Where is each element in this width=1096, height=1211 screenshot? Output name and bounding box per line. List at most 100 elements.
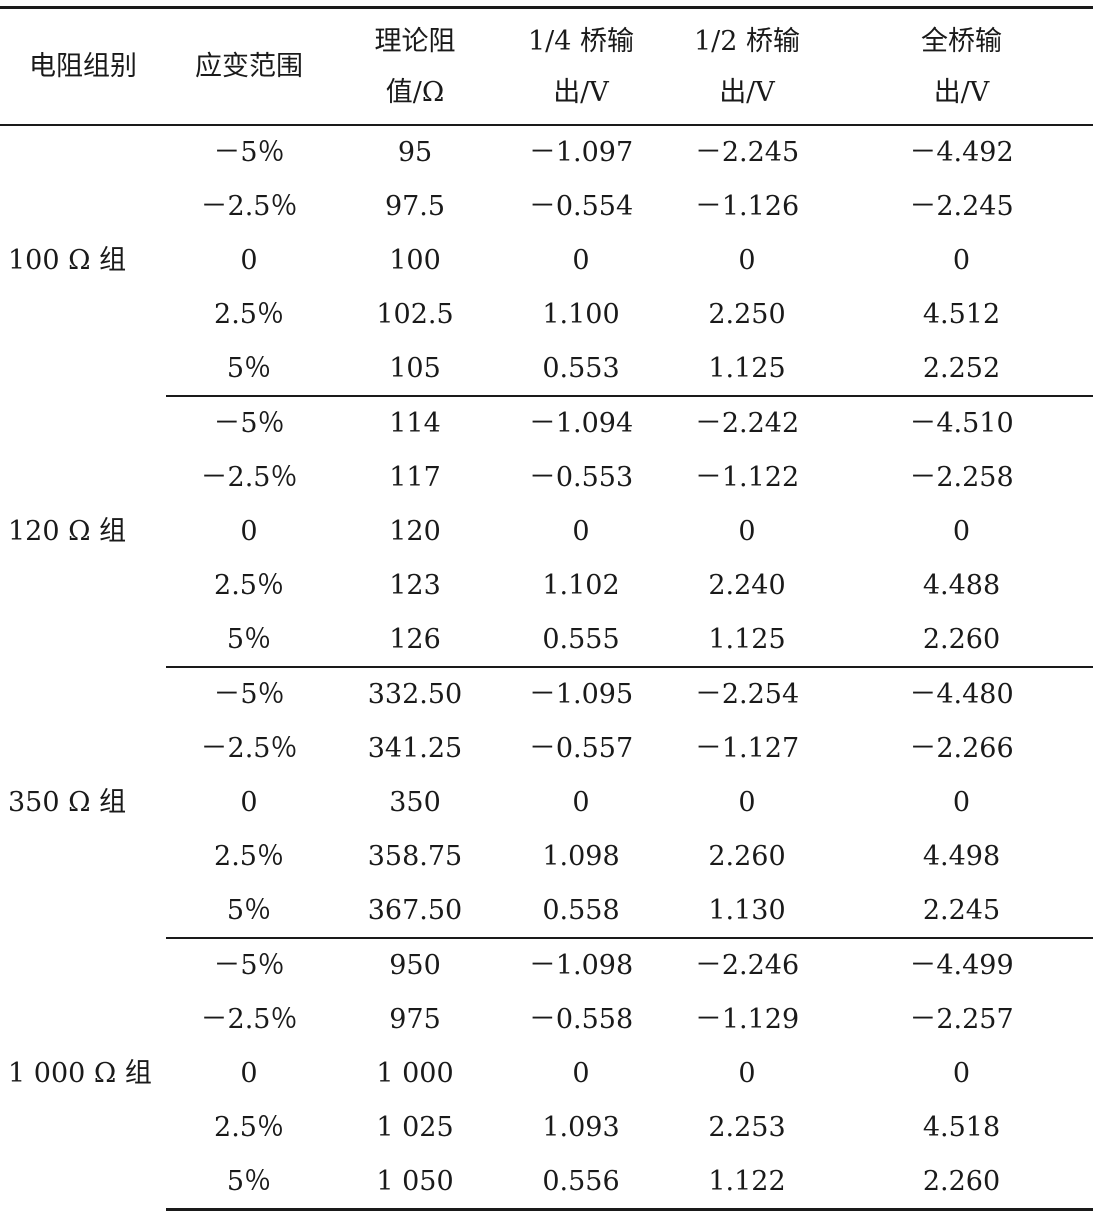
resistor-group-cell: 120 Ω 组 <box>8 515 127 547</box>
full-bridge-output-cell: －2.266 <box>909 733 1014 765</box>
theoretical-resistance-cell: 126 <box>332 612 498 668</box>
full-bridge-output-cell: 2.260 <box>830 1154 1093 1211</box>
half-bridge-output-cell: －1.129 <box>694 1004 800 1036</box>
strain-range-cell: －2.5％ <box>200 191 298 223</box>
table-row: 2.5％ 1 025 1.093 2.253 4.518 <box>0 1100 1093 1154</box>
strain-range-cell: －2.5％ <box>200 733 298 765</box>
header-full-bridge: 全桥输 出/V <box>830 8 1093 126</box>
table-row: 0 1 000 0 0 0 <box>0 1047 1093 1101</box>
table-row: 100 Ω 组 －5％ 95 －1.097 －2.245 －4.492 <box>0 125 1093 274</box>
strain-range-cell: 0 <box>240 1057 258 1089</box>
half-bridge-output-cell: －2.242 <box>694 408 800 440</box>
header-resistor-group: 电阻组别 <box>0 8 166 126</box>
half-bridge-output-cell: 1.125 <box>664 612 830 668</box>
strain-range-cell: 5％ <box>166 341 332 397</box>
half-bridge-output-cell: 2.250 <box>708 298 786 330</box>
full-bridge-output-cell: 4.512 <box>922 298 1001 330</box>
strain-range-cell: 5％ <box>166 612 332 668</box>
table-row: 0 350 0 0 0 <box>0 776 1093 830</box>
theoretical-resistance-cell: 114 <box>389 408 441 440</box>
quarter-bridge-output-cell: －1.094 <box>528 408 634 440</box>
table-row: 5％ 367.50 0.558 1.130 2.245 <box>0 883 1093 939</box>
strain-range-cell: 0 <box>240 244 258 276</box>
quarter-bridge-output-cell: 0 <box>572 515 590 547</box>
theoretical-resistance-cell: 1 025 <box>376 1111 454 1143</box>
header-resistor-group-label: 电阻组别 <box>29 51 137 82</box>
half-bridge-output-cell: 0 <box>738 1057 756 1089</box>
header-theoretical-resistance-line1: 理论阻 <box>374 25 456 57</box>
half-bridge-output-cell: 1.130 <box>664 883 830 939</box>
half-bridge-output-cell: －1.126 <box>694 191 800 223</box>
full-bridge-output-cell: 2.245 <box>830 883 1093 939</box>
header-row: 电阻组别 应变范围 理论阻 值/Ω 1/4 桥输 出/V 1/2 桥输 出/V <box>0 7 1093 126</box>
theoretical-resistance-cell: 1 000 <box>376 1057 454 1089</box>
resistor-group-cell: 100 Ω 组 <box>8 245 127 277</box>
quarter-bridge-output-cell: 0.553 <box>498 341 664 397</box>
quarter-bridge-output-cell: 1.098 <box>542 840 620 872</box>
table-row: 2.5％ 123 1.102 2.240 4.488 <box>0 558 1093 612</box>
strain-range-cell: －5％ <box>213 950 285 982</box>
table-row: 0 100 0 0 0 <box>0 234 1093 288</box>
header-half-bridge: 1/2 桥输 出/V <box>664 8 830 126</box>
header-quarter-bridge: 1/4 桥输 出/V <box>498 8 664 126</box>
strain-range-cell: 5％ <box>166 883 332 939</box>
full-bridge-output-cell: 0 <box>952 244 971 276</box>
strain-range-cell: 2.5％ <box>214 569 284 601</box>
theoretical-resistance-cell: 97.5 <box>384 191 446 223</box>
half-bridge-output-cell: 2.240 <box>708 569 786 601</box>
theoretical-resistance-cell: 120 <box>389 515 441 547</box>
half-bridge-output-cell: 0 <box>738 244 756 276</box>
full-bridge-output-cell: 4.498 <box>922 840 1001 872</box>
quarter-bridge-output-cell: 0 <box>572 1057 590 1089</box>
header-half-bridge-line2: 出/V <box>719 76 775 108</box>
theoretical-resistance-cell: 367.50 <box>332 883 498 939</box>
table-row: 1 000 Ω 组 －5％ 950 －1.098 －2.246 －4.499 <box>0 938 1093 1087</box>
half-bridge-output-cell: 2.253 <box>708 1111 786 1143</box>
quarter-bridge-output-cell: －1.097 <box>528 137 634 169</box>
strain-range-cell: 2.5％ <box>214 298 284 330</box>
header-theoretical-resistance: 理论阻 值/Ω <box>332 8 498 126</box>
theoretical-resistance-cell: 95 <box>397 137 433 169</box>
table-row: －2.5％ 117 －0.553 －1.122 －2.258 <box>0 451 1093 505</box>
half-bridge-output-cell: 0 <box>738 515 756 547</box>
full-bridge-output-cell: 2.260 <box>830 612 1093 668</box>
full-bridge-output-cell: 0 <box>952 515 971 547</box>
strain-range-cell: 0 <box>240 515 258 547</box>
header-full-bridge-line1: 全桥输 <box>921 25 1002 57</box>
table-row: 2.5％ 358.75 1.098 2.260 4.498 <box>0 829 1093 883</box>
full-bridge-output-cell: －4.480 <box>909 679 1014 711</box>
strain-range-cell: 5％ <box>166 1154 332 1211</box>
header-full-bridge-line2: 出/V <box>933 76 990 108</box>
full-bridge-output-cell: －4.510 <box>909 408 1014 440</box>
quarter-bridge-output-cell: 1.093 <box>542 1111 620 1143</box>
theoretical-resistance-cell: 332.50 <box>367 679 463 711</box>
theoretical-resistance-cell: 117 <box>389 462 441 494</box>
half-bridge-output-cell: 2.260 <box>708 840 786 872</box>
theoretical-resistance-cell: 1 050 <box>332 1154 498 1211</box>
full-bridge-output-cell: 0 <box>952 786 971 818</box>
header-strain-range: 应变范围 <box>166 8 332 126</box>
table-row: 2.5％ 102.5 1.100 2.250 4.512 <box>0 287 1093 341</box>
theoretical-resistance-cell: 102.5 <box>376 298 454 330</box>
quarter-bridge-output-cell: 1.100 <box>542 298 620 330</box>
quarter-bridge-output-cell: 0.555 <box>498 612 664 668</box>
half-bridge-output-cell: 1.125 <box>664 341 830 397</box>
full-bridge-output-cell: 4.518 <box>922 1111 1001 1143</box>
full-bridge-output-cell: －4.492 <box>909 137 1014 169</box>
strain-range-cell: 0 <box>240 786 258 818</box>
theoretical-resistance-cell: 105 <box>332 341 498 397</box>
quarter-bridge-output-cell: 0 <box>572 786 590 818</box>
quarter-bridge-output-cell: －1.098 <box>528 950 634 982</box>
strain-range-cell: 2.5％ <box>214 1111 284 1143</box>
half-bridge-output-cell: －2.246 <box>694 950 800 982</box>
theoretical-resistance-cell: 123 <box>389 569 441 601</box>
quarter-bridge-output-cell: 0 <box>572 244 590 276</box>
half-bridge-output-cell: 1.122 <box>664 1154 830 1211</box>
theoretical-resistance-cell: 341.25 <box>367 733 463 765</box>
theoretical-resistance-cell: 350 <box>389 786 441 818</box>
half-bridge-output-cell: －2.245 <box>694 137 800 169</box>
table-row: 0 120 0 0 0 <box>0 505 1093 559</box>
full-bridge-output-cell: 2.252 <box>830 341 1093 397</box>
full-bridge-output-cell: －2.258 <box>909 462 1014 494</box>
